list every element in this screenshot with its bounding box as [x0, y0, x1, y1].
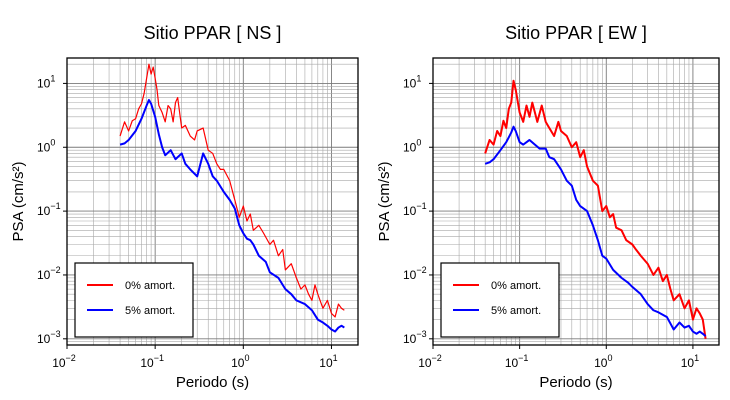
y-tick-label: 101: [403, 73, 421, 90]
legend-label: 0% amort.: [491, 280, 541, 292]
chart-title: Sitio PPAR [ EW ]: [505, 23, 647, 43]
legend-box: [74, 262, 194, 338]
y-tick-label: 100: [37, 137, 55, 154]
y-tick-label: 10−2: [403, 265, 427, 282]
legend-label: 0% amort.: [125, 280, 175, 292]
legend-label: 5% amort.: [125, 305, 175, 317]
x-tick-label: 100: [231, 353, 249, 370]
series-group: [484, 79, 707, 339]
y-tick-label: 101: [37, 73, 55, 90]
y-axis-label: PSA (cm/s²): [376, 161, 393, 241]
chart-title: Sitio PPAR [ NS ]: [144, 23, 282, 43]
x-tick-label: 10−2: [52, 353, 76, 370]
y-tick-label: 10−3: [403, 329, 427, 346]
y-tick-label: 10−1: [403, 201, 427, 218]
y-axis-label: PSA (cm/s²): [10, 161, 27, 241]
x-tick-label: 10−1: [505, 353, 529, 370]
series-line-red: [484, 79, 707, 339]
plot-frame: [66, 57, 359, 346]
y-tick-label: 10−2: [37, 265, 61, 282]
y-tick-label: 10−3: [37, 329, 61, 346]
legend-label: 5% amort.: [491, 305, 541, 317]
chart-panel-ew: 10−2 10−1 100 101 10−3 10−2 10−1 100 101 Sitio PP…: [376, 23, 720, 391]
y-tick-label: 10−1: [37, 201, 61, 218]
x-tick-label: 101: [319, 353, 337, 370]
legend-box: [440, 262, 560, 338]
y-tick-label: 100: [403, 137, 421, 154]
x-axis-label: Periodo (s): [176, 374, 249, 391]
grid: [66, 58, 359, 346]
series-line-blue: [119, 98, 345, 333]
chart-panel-ns: 10−2 10−1 100 101 10−3 10−2 10−1 100 101 Sitio PP…: [10, 23, 359, 391]
x-tick-label: 100: [594, 353, 612, 370]
series-line-red: [119, 63, 345, 318]
plot-frame: [432, 57, 720, 346]
series-line-blue: [484, 125, 707, 337]
legend: 0% amort. 5% amort.: [74, 262, 194, 338]
legend: 0% amort. 5% amort.: [440, 262, 560, 338]
x-tick-label: 101: [681, 353, 699, 370]
x-axis-label: Periodo (s): [539, 374, 612, 391]
x-tick-label: 10−2: [418, 353, 442, 370]
x-tick-label: 10−1: [140, 353, 164, 370]
series-group: [119, 63, 345, 333]
